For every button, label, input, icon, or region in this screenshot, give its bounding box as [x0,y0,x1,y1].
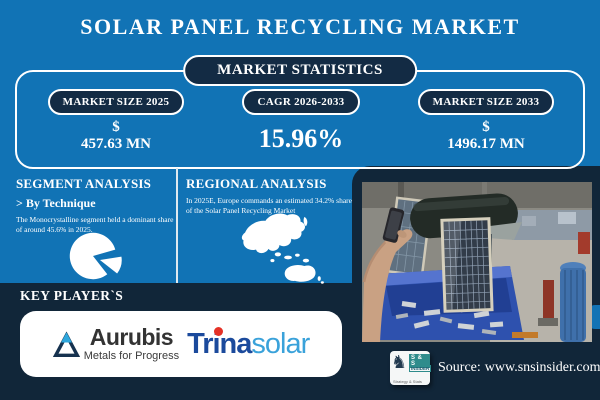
aurubis-tagline: Metals for Progress [83,350,180,362]
trinasolar-logo: Trinasolar [187,326,310,361]
page-title: SOLAR PANEL RECYCLING MARKET [80,14,520,39]
trina-red-dot-icon [214,326,224,336]
sns-logo-mid-text: INSIDER [409,365,432,372]
stat-market-size-2033: MARKET SIZE 2033 $ 1496.17 MN [395,89,577,154]
sns-logo-top-text: S & S [409,354,430,368]
stat-value: 15.96% [258,124,344,153]
stat-value: 1496.17 MN [447,136,525,152]
aurubis-logo: Aurubis Metals for Progress [52,324,180,362]
segment-heading: SEGMENT ANALYSIS [16,176,152,191]
currency-symbol: $ [482,119,490,135]
sns-logo-tagline: Strategy & Stats [393,379,422,384]
stat-value: 457.63 MN [81,136,151,152]
segment-analysis-section: SEGMENT ANALYSIS > By Technique The Mono… [16,176,174,235]
market-statistics-panel: MARKET STATISTICS MARKET SIZE 2025 $ 457… [15,55,585,169]
stat-market-size-2025: MARKET SIZE 2025 $ 457.63 MN [25,89,207,154]
regional-analysis-section: REGIONAL ANALYSIS In 2025E, Europe comma… [186,176,358,216]
market-statistics-banner: MARKET STATISTICS [183,55,417,86]
stat-label-pill: CAGR 2026-2033 [242,89,360,115]
segment-body-text: The Monocrystalline segment held a domin… [16,215,174,235]
asia-pacific-map-icon [241,213,324,284]
section-divider [176,168,178,283]
segment-subheading: > By Technique [16,196,96,210]
aurubis-triangle-icon [52,330,80,357]
stat-label-pill: MARKET SIZE 2025 [47,89,185,115]
regional-heading: REGIONAL ANALYSIS [186,176,327,191]
source-row: ♞ S & S INSIDER Strategy & Stats Source:… [390,351,600,385]
stat-cagr: CAGR 2026-2033 15.96% [217,89,385,154]
stat-label-pill: MARKET SIZE 2033 [417,89,555,115]
source-label: Source: [438,360,481,375]
regional-body-text: In 2025E, Europe commands an estimated 3… [186,196,352,216]
currency-symbol: $ [112,119,120,135]
key-players-logo-box: Aurubis Metals for Progress Trinasolar [20,311,342,377]
trina-wordmark-light: solar [251,327,310,360]
source-text: Source: www.snsinsider.com [438,360,600,376]
chess-knight-icon: ♞ [391,352,408,372]
aurubis-wordmark: Aurubis [89,324,174,350]
recycling-photo [362,182,592,342]
sns-insider-logo: ♞ S & S INSIDER Strategy & Stats [390,351,432,385]
source-url[interactable]: www.snsinsider.com [484,360,600,375]
key-players-heading: KEY PLAYER`S [20,288,124,303]
pie-chart-icon [69,232,122,280]
